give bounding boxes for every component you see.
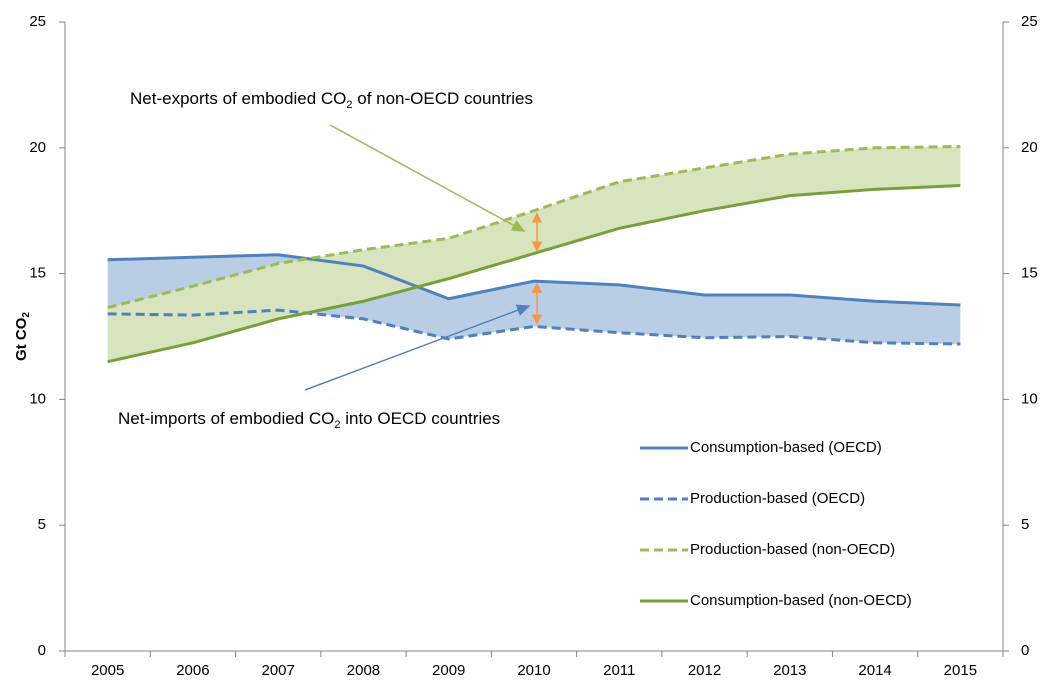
x-tick-label: 2008 — [347, 662, 380, 679]
y-tick-label: 15 — [29, 265, 46, 282]
x-tick-label: 2009 — [432, 662, 465, 679]
legend-label: Production-based (OECD) — [690, 490, 865, 507]
x-tick-label: 2013 — [773, 662, 806, 679]
x-tick-label: 2014 — [858, 662, 891, 679]
x-tick-label: 2010 — [517, 662, 550, 679]
series-line — [107, 184, 961, 364]
series-line — [107, 145, 961, 310]
annotation-part: of non-OECD countries — [353, 89, 533, 108]
y-axis-label-part: 2 — [21, 312, 32, 318]
annotation-part: Net-exports of embodied CO — [130, 89, 346, 108]
legend-label: Consumption-based (OECD) — [690, 439, 882, 456]
y-axis-label: Gt CO2 — [13, 312, 32, 361]
band-fill — [107, 146, 961, 362]
y2-tick-label: 10 — [1021, 390, 1038, 407]
y-tick-label: 25 — [29, 13, 46, 30]
x-tick-label: 2015 — [944, 662, 977, 679]
y2-tick-label: 5 — [1021, 516, 1029, 533]
legend-label: Production-based (non-OECD) — [690, 541, 895, 558]
series-line — [107, 253, 961, 307]
annotation-arrow — [304, 304, 531, 391]
annotation: Net-imports of embodied CO2 into OECD co… — [118, 409, 500, 430]
y-tick-label: 0 — [38, 642, 46, 659]
annotation-part: Net-imports of embodied CO — [118, 409, 334, 428]
series-line — [107, 308, 961, 346]
y-tick-label: 5 — [38, 516, 46, 533]
x-tick-label: 2012 — [688, 662, 721, 679]
y2-tick-label: 0 — [1021, 642, 1029, 659]
y2-tick-label: 25 — [1021, 13, 1038, 30]
annotation: Net-exports of embodied CO2 of non-OECD … — [130, 89, 533, 110]
legend-label: Consumption-based (non-OECD) — [690, 592, 912, 609]
annotation-arrow — [329, 124, 526, 232]
annotation-part: 2 — [334, 419, 340, 431]
x-tick-label: 2011 — [603, 662, 635, 679]
y2-tick-label: 20 — [1021, 139, 1038, 156]
y-tick-label: 20 — [29, 139, 46, 156]
annotation-part: 2 — [346, 99, 352, 111]
x-tick-label: 2005 — [91, 662, 124, 679]
y-axis-label-part: Gt CO — [13, 317, 30, 361]
y2-tick-label: 15 — [1021, 265, 1038, 282]
y-tick-label: 10 — [29, 390, 46, 407]
x-tick-label: 2007 — [261, 662, 294, 679]
x-tick-label: 2006 — [176, 662, 209, 679]
annotation-part: into OECD countries — [341, 409, 501, 428]
